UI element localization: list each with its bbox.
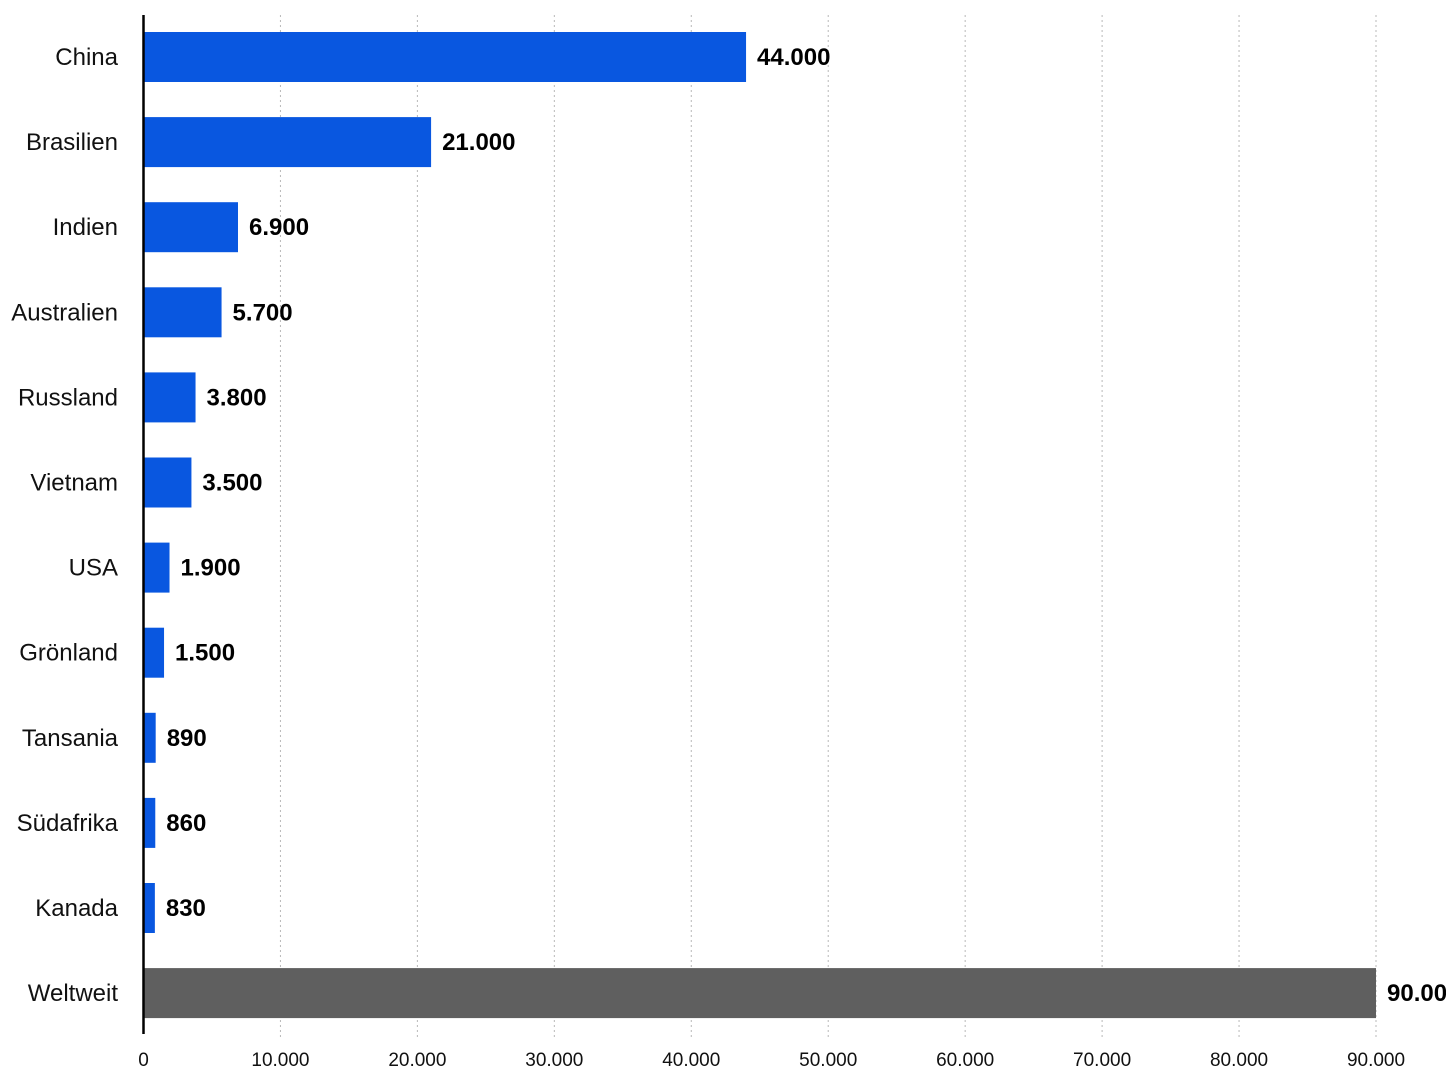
data-label: 1.500: [175, 640, 235, 667]
bar-südafrika: [143, 797, 156, 848]
x-tick-label: 50.000: [799, 1050, 857, 1071]
x-tick-label: 70.000: [1073, 1050, 1131, 1071]
data-label: 5.700: [233, 299, 293, 326]
bar-indien: [143, 202, 238, 253]
category-label: Brasilien: [26, 129, 118, 156]
category-label: Australien: [11, 299, 118, 326]
data-label: 6.900: [249, 214, 309, 241]
category-label: Indien: [53, 214, 118, 241]
data-label: 90.000: [1387, 980, 1446, 1007]
category-label: Grönland: [19, 640, 118, 667]
bar-tansania: [143, 712, 156, 763]
category-label: Südafrika: [17, 810, 119, 837]
bar-usa: [143, 542, 170, 593]
bar-brasilien: [143, 117, 432, 168]
data-label: 44.000: [757, 44, 830, 71]
labels: 0 10.000 20.000 30.000 40.000 50.000 60.000 70.…: [11, 44, 1446, 1071]
x-tick-label: 10.000: [251, 1050, 309, 1071]
data-label: 21.000: [442, 129, 515, 156]
bar-kanada: [143, 883, 155, 933]
bars: [143, 32, 1376, 1019]
category-label: USA: [69, 555, 118, 582]
data-label: 1.900: [181, 555, 241, 582]
category-label: Weltweit: [28, 980, 119, 1007]
category-label: China: [55, 44, 118, 71]
data-label: 830: [166, 895, 206, 922]
data-label: 3.500: [202, 470, 262, 497]
x-tick-label: 60.000: [936, 1050, 994, 1071]
bar-vietnam: [143, 457, 192, 508]
x-tick-label: 0: [138, 1050, 149, 1071]
bar-australien: [143, 287, 222, 338]
x-tick-label: 40.000: [662, 1050, 720, 1071]
x-tick-label: 90.000: [1347, 1050, 1405, 1071]
gridlines: [279, 15, 1377, 1040]
bar-grönland: [143, 627, 165, 678]
x-tick-label: 30.000: [525, 1050, 583, 1071]
data-label: 860: [166, 810, 206, 837]
category-label: Tansania: [22, 725, 119, 752]
bar-weltweit: [143, 968, 1376, 1019]
category-label: Kanada: [35, 895, 118, 922]
bar-russland: [143, 372, 196, 423]
x-tick-label: 80.000: [1210, 1050, 1268, 1071]
x-tick-label: 20.000: [388, 1050, 446, 1071]
bar-china: [143, 32, 747, 82]
category-label: Russland: [18, 384, 118, 411]
data-label: 890: [167, 725, 207, 752]
data-label: 3.800: [207, 384, 267, 411]
category-label: Vietnam: [30, 470, 118, 497]
